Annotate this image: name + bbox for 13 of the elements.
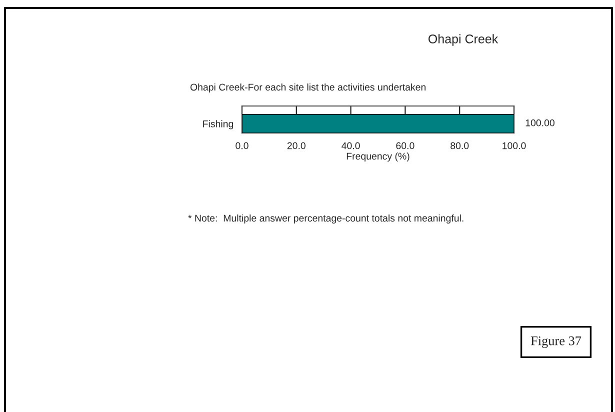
data-label: 100.00	[526, 119, 554, 126]
x-tick-label: 0.0	[236, 142, 248, 150]
x-tick-label: 60.0	[396, 142, 414, 150]
chart-title: Ohapi Creek	[428, 34, 498, 46]
y-tick-label: Fishing	[203, 120, 234, 130]
caption: Figure 37	[530, 336, 582, 348]
chart-subtitle: Ohapi Creek-For each site list the activities undertaken	[190, 83, 426, 93]
x-tick-label: 20.0	[287, 142, 306, 150]
x-tick-label: 40.0	[342, 142, 360, 150]
text: * Note: Multiple answer percentage-count totals not meaningful.	[188, 214, 464, 224]
x-tick-label: 80.0	[450, 142, 469, 150]
x-axis-title: Frequency (%)	[346, 152, 410, 162]
x-tick-label: 100.0	[502, 142, 526, 150]
